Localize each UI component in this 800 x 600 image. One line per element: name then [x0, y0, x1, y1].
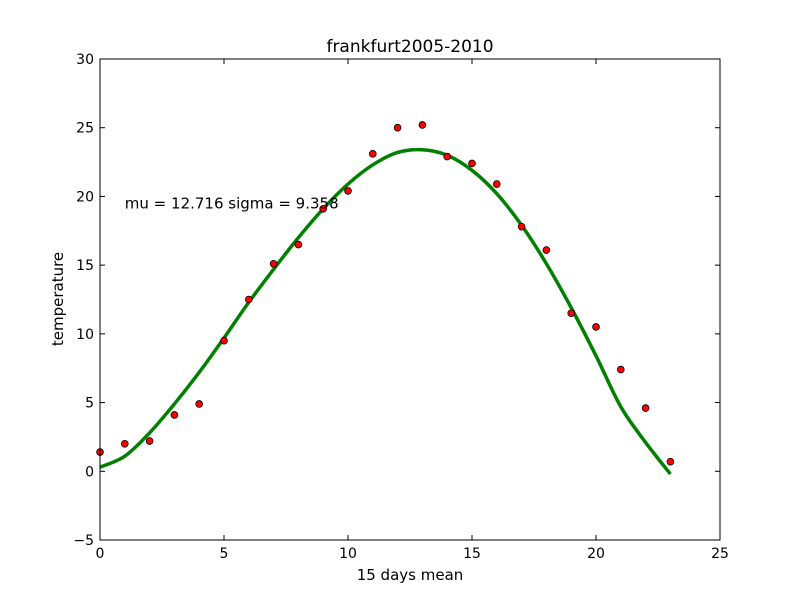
- data-point: [245, 295, 253, 304]
- x-tick-label: 15: [463, 546, 481, 562]
- y-tick-label: 0: [85, 464, 94, 480]
- data-point: [294, 240, 303, 249]
- plot-layer: [96, 121, 675, 476]
- data-point: [418, 121, 427, 129]
- data-point: [542, 246, 551, 254]
- fit-annotation: mu = 12.716 sigma = 9.358: [125, 194, 339, 212]
- data-point: [517, 222, 526, 231]
- data-point: [592, 323, 600, 331]
- chart-title: frankfurt2005-2010: [326, 37, 493, 57]
- y-tick-label: 25: [76, 121, 94, 137]
- data-point: [393, 123, 402, 132]
- data-point: [616, 365, 625, 374]
- x-tick-label: 10: [339, 546, 357, 562]
- data-point: [492, 180, 501, 188]
- data-point: [145, 437, 154, 445]
- x-tick-label: 20: [587, 546, 605, 562]
- data-point: [121, 439, 129, 448]
- y-tick-label: 10: [76, 327, 94, 343]
- y-axis-label: temperature: [49, 252, 67, 346]
- data-point: [220, 336, 228, 345]
- data-point: [195, 400, 204, 408]
- data-point: [567, 309, 575, 318]
- data-point: [468, 159, 476, 168]
- y-tick-label: 30: [76, 52, 94, 68]
- data-point: [666, 457, 675, 466]
- data-point: [269, 259, 278, 268]
- axes-frame: [99, 58, 721, 541]
- y-tick-label: −5: [73, 533, 94, 549]
- data-point: [170, 411, 179, 419]
- y-tick-label: 20: [76, 189, 94, 205]
- data-point: [641, 404, 650, 412]
- data-point: [319, 204, 328, 213]
- x-tick-label: 0: [96, 546, 105, 562]
- x-axis-label: 15 days mean: [357, 566, 464, 584]
- data-point: [344, 187, 352, 195]
- x-tick-label: 5: [220, 546, 229, 562]
- data-point: [368, 150, 377, 158]
- data-point: [443, 152, 452, 161]
- x-tick-label: 25: [711, 546, 729, 562]
- y-tick-label: 15: [76, 258, 94, 274]
- y-tick-label: 5: [85, 396, 94, 412]
